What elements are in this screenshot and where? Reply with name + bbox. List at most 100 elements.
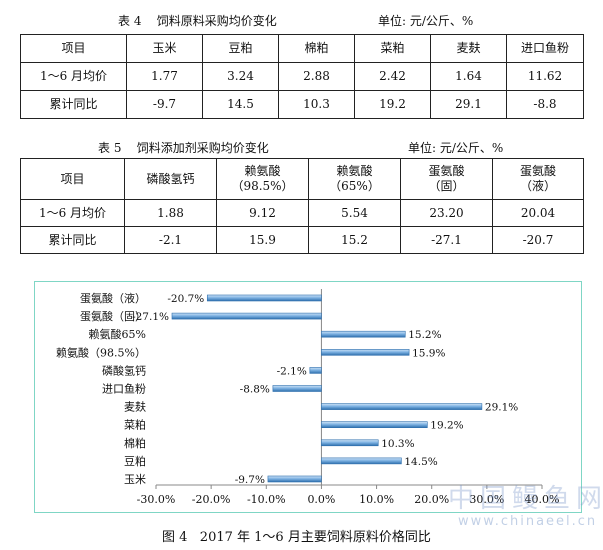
table4-header-cell: 菜粕 bbox=[354, 34, 431, 63]
bar bbox=[272, 385, 322, 392]
category-label: 玉米 bbox=[124, 473, 146, 486]
table5-header-cell: 赖氨酸 （65%） bbox=[308, 158, 401, 200]
table5-cell: 9.12 bbox=[216, 199, 309, 227]
x-tick-label: 10.0% bbox=[359, 493, 394, 506]
table4-cell: 2.42 bbox=[354, 62, 431, 91]
table5-cell: 1～6 月均价 bbox=[20, 199, 125, 227]
table4-cell: 累计同比 bbox=[20, 90, 127, 119]
table5-header-line: （固） bbox=[428, 179, 465, 193]
table5-header-line: 磷酸氢钙 bbox=[146, 171, 195, 186]
table5-header-line: 赖氨酸 bbox=[244, 164, 281, 178]
table5-header-cell: 项目 bbox=[20, 158, 125, 200]
figure-caption: 图 4 2017 年 1～6 月主要饲料原料价格同比 bbox=[162, 530, 431, 545]
data-label: 15.9% bbox=[412, 347, 445, 359]
table5-row: 累计同比 -2.1 15.9 15.2 -27.1 -20.7 bbox=[20, 226, 584, 254]
table4-cell: 2.88 bbox=[278, 62, 355, 91]
table5: 项目 磷酸氢钙 赖氨酸 （98.5%） 赖氨酸 （65%） 蛋氨酸 （固） 蛋氨酸 （液… bbox=[20, 158, 584, 254]
table4-row: 1～6 月均价 1.77 3.24 2.88 2.42 1.64 11.62 bbox=[20, 62, 584, 91]
table4-cell: 3.24 bbox=[202, 62, 279, 91]
table4-cell: 1～6 月均价 bbox=[20, 62, 127, 91]
category-label: 菜粕 bbox=[124, 418, 146, 432]
table4-cell: -9.7 bbox=[126, 90, 203, 119]
data-label: 19.2% bbox=[430, 420, 463, 432]
table4-header-cell: 豆粕 bbox=[202, 34, 279, 63]
category-label: 赖氨酸（98.5%） bbox=[56, 345, 146, 359]
bar bbox=[171, 312, 322, 320]
x-tick-label: -20.0% bbox=[192, 493, 231, 506]
category-label: 蛋氨酸（液） bbox=[80, 291, 146, 305]
table4-header-cell: 麦麸 bbox=[430, 34, 507, 63]
table4-header-cell: 项目 bbox=[20, 34, 127, 63]
table5-header-line: （98.5%） bbox=[231, 179, 294, 193]
category-label: 棉粕 bbox=[124, 436, 146, 450]
table4-cell: 1.77 bbox=[126, 62, 203, 91]
table4-header-cell: 进口鱼粉 bbox=[506, 34, 584, 63]
table5-header-cell: 磷酸氢钙 bbox=[124, 158, 217, 200]
table5-cell: -2.1 bbox=[124, 226, 217, 254]
bar bbox=[321, 421, 428, 428]
table5-cell: 15.2 bbox=[308, 226, 401, 254]
table4: 项目 玉米 豆粕 棉粕 菜粕 麦麸 进口鱼粉 1～6 月均价 1.77 3.24… bbox=[20, 34, 584, 119]
bar bbox=[321, 330, 406, 338]
data-label: -20.7% bbox=[167, 293, 204, 305]
table4-cell: -8.8 bbox=[506, 90, 584, 119]
bar bbox=[309, 367, 322, 374]
table4-cell: 29.1 bbox=[430, 90, 507, 119]
bar bbox=[321, 439, 379, 447]
x-tick-label: 0.0% bbox=[307, 493, 335, 506]
x-tick-label: 30.0% bbox=[469, 493, 504, 506]
table4-header-row: 项目 玉米 豆粕 棉粕 菜粕 麦麸 进口鱼粉 bbox=[20, 34, 584, 63]
watermark-text: 中国鳗鱼网 bbox=[448, 484, 603, 514]
table4-header-cell: 棉粕 bbox=[278, 34, 355, 63]
table5-cell: 20.04 bbox=[492, 199, 584, 227]
table5-row: 1～6 月均价 1.88 9.12 5.54 23.20 20.04 bbox=[20, 199, 584, 227]
bar bbox=[267, 475, 322, 483]
table5-cell: -20.7 bbox=[492, 226, 584, 254]
data-label: -27.1% bbox=[132, 311, 169, 323]
table5-cell: 1.88 bbox=[124, 199, 217, 227]
table4-cell: 11.62 bbox=[506, 62, 584, 91]
price-change-bar-chart: -30.0% -20.0% -10.0% 0.0% 10.0% 20.0% 30.0% 40.… bbox=[56, 289, 559, 506]
bar bbox=[206, 294, 322, 302]
data-label: 15.2% bbox=[408, 329, 441, 341]
chart-plot-area: -30.0% -20.0% -10.0% 0.0% 10.0% 20.0% 30.0% 40.… bbox=[56, 289, 559, 506]
bar bbox=[321, 403, 483, 410]
data-label: -2.1% bbox=[277, 365, 307, 377]
table5-cell: -27.1 bbox=[400, 226, 493, 254]
category-label: 磷酸氢钙 bbox=[102, 363, 146, 377]
watermark-url: www.chinaeel.cn bbox=[458, 514, 598, 529]
table5-header-cell: 蛋氨酸 （液） bbox=[492, 158, 584, 200]
x-tick-label: 20.0% bbox=[414, 493, 449, 506]
table5-cell: 23.20 bbox=[400, 199, 493, 227]
x-tick-label: 40.0% bbox=[525, 493, 560, 506]
table5-header-line: 赖氨酸 bbox=[336, 164, 373, 178]
table5-cell: 5.54 bbox=[308, 199, 401, 227]
table4-unit: 单位: 元/公斤、% bbox=[378, 14, 474, 28]
table5-header-cell: 蛋氨酸 （固） bbox=[400, 158, 493, 200]
category-label: 麦麸 bbox=[124, 401, 146, 414]
table4-cell: 1.64 bbox=[430, 62, 507, 91]
table5-cell: 15.9 bbox=[216, 226, 309, 254]
table5-header-line: （65%） bbox=[329, 179, 380, 193]
table4-title: 表 4 饲料原料采购均价变化 bbox=[118, 14, 277, 28]
category-label: 豆粕 bbox=[124, 454, 146, 468]
table5-unit: 单位: 元/公斤、% bbox=[408, 141, 504, 155]
table4-row: 累计同比 -9.7 14.5 10.3 19.2 29.1 -8.8 bbox=[20, 90, 584, 119]
table4-cell: 19.2 bbox=[354, 90, 431, 119]
table5-header-cell: 赖氨酸 （98.5%） bbox=[216, 158, 309, 200]
data-label: 10.3% bbox=[381, 438, 414, 450]
data-label: 29.1% bbox=[485, 402, 518, 414]
table5-header-line: 项目 bbox=[60, 171, 85, 186]
table5-header-row: 项目 磷酸氢钙 赖氨酸 （98.5%） 赖氨酸 （65%） 蛋氨酸 （固） 蛋氨酸 （液… bbox=[20, 158, 584, 200]
data-label: -9.7% bbox=[235, 474, 265, 486]
table5-header-line: 蛋氨酸 bbox=[519, 164, 556, 178]
table4-cell: 10.3 bbox=[278, 90, 355, 119]
x-tick-label: -30.0% bbox=[137, 493, 176, 506]
x-tick-label: -10.0% bbox=[247, 493, 286, 506]
bar bbox=[321, 349, 410, 356]
table5-header-line: （液） bbox=[519, 179, 556, 193]
data-label: 14.5% bbox=[404, 456, 437, 468]
table4-header-cell: 玉米 bbox=[126, 34, 203, 63]
table5-cell: 累计同比 bbox=[20, 226, 125, 254]
category-label: 赖氨酸65% bbox=[89, 327, 146, 341]
